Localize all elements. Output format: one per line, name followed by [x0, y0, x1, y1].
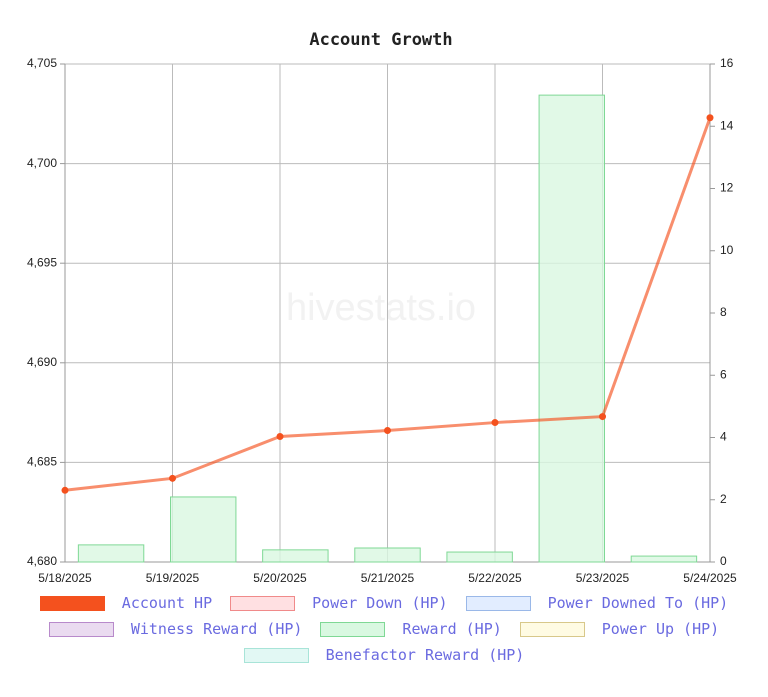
- legend-item[interactable]: Account HP: [39, 593, 213, 613]
- y-tick-label: 4,705: [27, 56, 57, 70]
- y2-tick-label: 16: [720, 56, 734, 70]
- y2-tick-label: 10: [720, 243, 734, 257]
- legend-item[interactable]: Power Up (HP): [519, 619, 720, 639]
- y-tick-label: 4,690: [27, 355, 57, 369]
- x-tick-label: 5/24/2025: [683, 571, 737, 585]
- point: [384, 427, 391, 435]
- legend-label: Power Down (HP): [312, 594, 448, 612]
- bar: [630, 555, 698, 563]
- x-tick-label: 5/20/2025: [253, 571, 307, 585]
- y-tick-label: 4,695: [27, 255, 57, 269]
- legend-item[interactable]: Reward (HP): [320, 619, 502, 639]
- bar: [354, 547, 421, 563]
- bar: [538, 94, 605, 563]
- y-tick-label: 4,685: [27, 455, 57, 469]
- point: [169, 474, 176, 482]
- x-tick-label: 5/21/2025: [361, 571, 415, 585]
- y2-tick-label: 14: [720, 118, 734, 132]
- y-tick-label: 4,700: [27, 156, 57, 170]
- x-tick-label: 5/23/2025: [576, 571, 630, 585]
- point: [706, 114, 714, 122]
- chart-title: Account Growth: [309, 30, 452, 50]
- point: [599, 413, 606, 421]
- y2-tick-label: 0: [720, 554, 727, 568]
- chart: Account Growth hivestats.io 4,680 4,685 4,…: [27, 30, 737, 585]
- legend-swatch: [465, 595, 531, 611]
- legend-item[interactable]: Benefactor Reward (HP): [243, 645, 525, 665]
- legend-label: Power Up (HP): [601, 620, 720, 638]
- bar: [262, 549, 329, 563]
- x-tick-label: 5/19/2025: [146, 571, 200, 585]
- legend-swatch: [320, 621, 386, 637]
- legend-swatch: [230, 595, 296, 611]
- bar: [77, 544, 145, 563]
- y2-tick-label: 8: [720, 305, 727, 319]
- bar: [446, 551, 513, 563]
- watermark: hivestats.io: [286, 287, 476, 329]
- legend-label: Reward (HP): [402, 620, 502, 638]
- legend-label: Power Downed To (HP): [547, 594, 729, 612]
- y2-tick-label: 6: [720, 367, 727, 381]
- y-tick-label: 4,680: [27, 554, 57, 568]
- legend-item[interactable]: Power Downed To (HP): [465, 593, 729, 613]
- legend-swatch: [48, 621, 114, 637]
- legend-label: Account HP: [121, 594, 213, 612]
- y2-tick-label: 12: [720, 181, 734, 195]
- legend-label: Witness Reward (HP): [130, 620, 303, 638]
- y2-tick-label: 4: [720, 430, 727, 444]
- point: [491, 419, 499, 427]
- legend-label: Benefactor Reward (HP): [325, 646, 525, 664]
- point: [61, 486, 69, 494]
- point: [276, 433, 284, 441]
- legend-swatch: [519, 621, 585, 637]
- x-tick-label: 5/22/2025: [468, 571, 522, 585]
- legend-swatch: [39, 595, 105, 611]
- legend-item[interactable]: Witness Reward (HP): [48, 619, 303, 639]
- legend-item[interactable]: Power Down (HP): [230, 593, 448, 613]
- legend-swatch: [243, 647, 309, 663]
- x-tick-label: 5/18/2025: [38, 571, 92, 585]
- y2-tick-label: 2: [720, 492, 727, 506]
- legend: Account HP Power Down (HP) Power Downed To…: [20, 593, 748, 665]
- bar: [170, 496, 237, 563]
